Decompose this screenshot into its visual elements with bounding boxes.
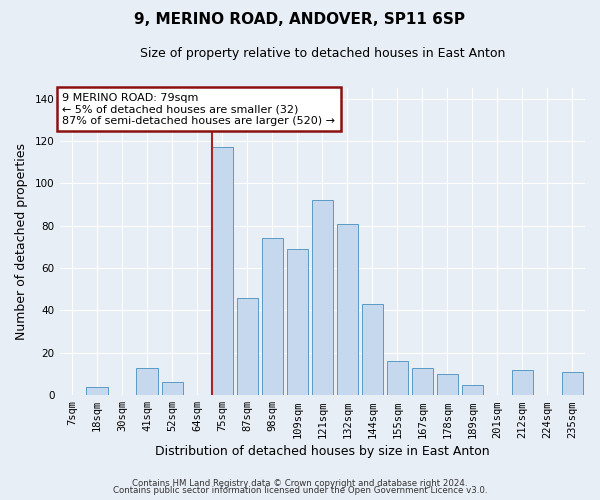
- Text: Contains HM Land Registry data © Crown copyright and database right 2024.: Contains HM Land Registry data © Crown c…: [132, 478, 468, 488]
- Bar: [236, 298, 258, 395]
- Bar: [362, 304, 383, 395]
- Bar: [562, 372, 583, 395]
- Text: 9, MERINO ROAD, ANDOVER, SP11 6SP: 9, MERINO ROAD, ANDOVER, SP11 6SP: [134, 12, 466, 28]
- Bar: [387, 362, 408, 395]
- Bar: [412, 368, 433, 395]
- Bar: [262, 238, 283, 395]
- Text: 9 MERINO ROAD: 79sqm
← 5% of detached houses are smaller (32)
87% of semi-detach: 9 MERINO ROAD: 79sqm ← 5% of detached ho…: [62, 92, 335, 126]
- Title: Size of property relative to detached houses in East Anton: Size of property relative to detached ho…: [140, 48, 505, 60]
- Bar: [462, 384, 483, 395]
- Y-axis label: Number of detached properties: Number of detached properties: [15, 143, 28, 340]
- Bar: [136, 368, 158, 395]
- Bar: [512, 370, 533, 395]
- Bar: [437, 374, 458, 395]
- X-axis label: Distribution of detached houses by size in East Anton: Distribution of detached houses by size …: [155, 444, 490, 458]
- Bar: [311, 200, 333, 395]
- Bar: [287, 249, 308, 395]
- Bar: [212, 148, 233, 395]
- Bar: [86, 386, 108, 395]
- Bar: [337, 224, 358, 395]
- Text: Contains public sector information licensed under the Open Government Licence v3: Contains public sector information licen…: [113, 486, 487, 495]
- Bar: [161, 382, 183, 395]
